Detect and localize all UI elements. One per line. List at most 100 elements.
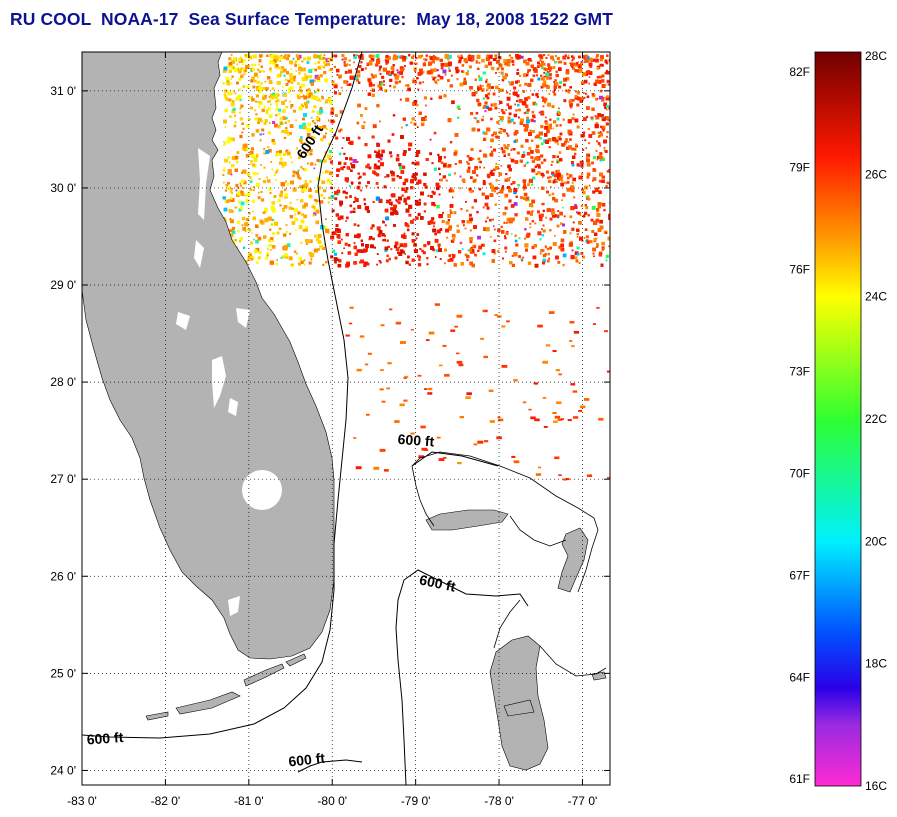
sst-pixel [315,202,318,205]
sst-pixel [269,60,274,65]
sst-pixel [539,137,542,140]
sst-pixel [520,55,524,59]
sst-pixel [589,65,593,69]
sst-pixel [310,162,314,166]
sst-pixel [425,104,427,107]
sst-pixel [564,143,567,146]
sst-pixel [376,263,378,266]
sst-pixel [349,140,354,145]
sst-pixel [307,95,311,99]
sst-pixel [522,185,527,189]
sst-pixel [498,130,502,134]
sst-pixel [377,84,380,88]
sst-pixel [586,172,591,177]
sst-pixel [305,242,309,246]
sst-pixel [315,209,320,214]
sst-pixel [448,254,451,257]
sst-pixel [595,115,600,120]
sst-pixel [447,214,451,218]
sst-pixel [524,82,528,86]
sst-pixel [389,199,392,201]
sst-pixel [477,235,481,240]
sst-pixel [265,150,270,154]
sst-pixel [422,81,424,83]
sst-pixel [335,136,339,140]
sst-pixel [288,206,292,210]
sst-pixel [376,253,379,255]
sst-pixel [402,165,406,169]
sst-pixel [276,99,280,103]
sst-pixel [494,54,498,58]
sst-pixel [553,81,555,83]
sst-pixel [241,179,245,184]
sst-pixel [527,199,530,202]
sst-pixel [253,238,255,241]
sst-pixel [378,230,383,234]
sst-pixel [487,92,491,96]
sst-pixel [292,57,295,60]
sst-pixel [512,91,516,95]
sst-pixel [591,205,596,210]
sst-pixel [455,66,459,70]
sst-pixel [381,233,385,237]
sst-pixel [257,86,262,91]
sst-pixel [547,259,550,263]
sst-pixel [301,213,304,216]
sst-pixel [401,187,405,191]
sst-pixel [261,108,265,113]
sst-pixel [315,190,318,193]
sst-pixel [404,253,406,255]
sst-pixel [586,240,590,244]
sst-pixel [259,101,263,105]
sst-pixel [539,252,542,255]
sst-pixel [461,64,465,67]
sst-pixel [295,171,299,175]
sst-pixel [348,59,351,62]
sst-pixel [311,206,314,209]
sst-pixel [283,136,287,140]
sst-pixel [383,185,387,189]
sst-pixel [428,61,432,66]
sst-pixel [596,54,599,57]
sst-pixel [357,70,361,74]
sst-pixel [264,207,268,212]
sst-pixel [333,65,336,68]
sst-pixel [306,61,310,64]
sst-pixel [405,97,410,102]
sst-pixel [301,184,306,189]
sst-pixel [319,200,324,204]
sst-pixel [374,150,377,153]
sst-pixel [523,183,526,186]
sst-pixel [576,228,580,232]
sst-pixel [279,60,282,62]
sst-pixel [285,117,288,120]
sst-pixel [308,188,312,192]
sst-pixel [429,56,434,60]
sst-pixel [417,88,420,91]
sst-pixel [370,57,375,62]
sst-pixel [317,186,322,190]
map-panel[interactable]: -83 0' -82 0' -81 0' -80 0' -79 0' -78 0' -77 … [50,51,613,808]
sst-pixel [438,95,443,99]
sst-pixel [260,164,262,166]
sst-pixel [438,159,442,163]
sst-pixel [253,155,256,159]
sst-pixel [260,198,265,202]
sst-pixel [313,167,316,170]
sst-pixel [336,74,338,76]
sst-pixel [349,204,353,208]
sst-pixel [279,157,283,160]
sst-pixel [545,216,548,219]
sst-pixel [595,98,598,101]
sst-pixel [274,123,278,128]
sst-pixel [561,143,565,147]
sst-pixel [372,124,377,129]
sst-pixel [539,63,543,67]
sst-pixel [449,204,454,208]
sst-pixel [343,152,346,155]
sst-pixel [576,233,579,236]
sst-pixel [478,188,482,191]
sst-pixel [519,159,523,163]
sst-pixel [245,218,250,222]
sst-pixel [394,256,398,260]
